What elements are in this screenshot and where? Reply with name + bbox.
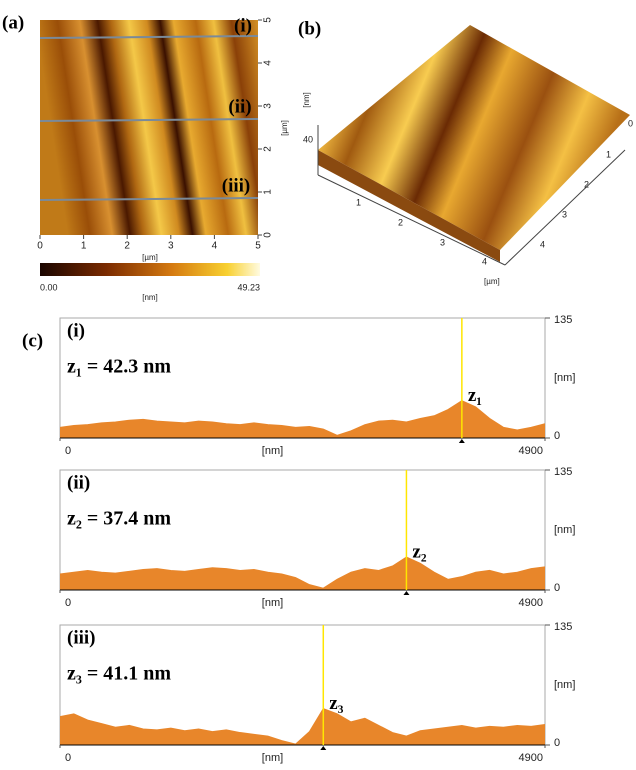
- profile-label: (i): [234, 15, 252, 36]
- y-axis-label: [nm]: [554, 679, 575, 691]
- x-axis-label: [nm]: [262, 752, 283, 764]
- y-tick: 2: [584, 179, 589, 189]
- x-tick: 3: [440, 237, 445, 247]
- x-tick-label: 0: [37, 241, 43, 252]
- x-tick: 4: [482, 256, 487, 266]
- chart-title: (i): [67, 320, 85, 341]
- colorbar: [40, 263, 260, 276]
- x-tick-label: 0: [65, 445, 71, 457]
- y-tick-label: 3: [263, 103, 274, 109]
- x-tick-label: 1: [81, 241, 87, 252]
- colorbar-min: 0.00: [40, 282, 58, 292]
- x-tick-label: 4900: [519, 752, 543, 764]
- colorbar-max: 49.23: [237, 282, 260, 292]
- x-tick: 1: [356, 197, 361, 207]
- y-tick-label: 0: [263, 232, 274, 238]
- y-tick-label: 0: [554, 582, 560, 594]
- y-tick-label: 135: [554, 314, 572, 326]
- chart-title: (iii): [67, 627, 96, 648]
- z-unit: [nm]: [302, 92, 311, 108]
- x-tick-label: 4: [212, 241, 218, 252]
- marker-label: z₃: [329, 693, 343, 714]
- marker-triangle: [403, 591, 409, 595]
- surface-3d: [318, 25, 630, 250]
- x-tick-label: 4900: [519, 445, 543, 457]
- y-tick-label: 4: [263, 60, 274, 66]
- marker-triangle: [459, 439, 465, 443]
- axis-unit: [µm]: [280, 120, 289, 136]
- axis-unit: [µm]: [142, 253, 158, 262]
- y-tick-label: 1: [263, 189, 274, 195]
- x-tick-label: 3: [168, 241, 174, 252]
- y-tick: 4: [540, 239, 545, 249]
- marker-triangle: [320, 746, 326, 750]
- panel-label: (a): [2, 12, 24, 33]
- area-fill: [60, 401, 545, 438]
- profile-label: (iii): [222, 175, 251, 196]
- panel-label: (c): [22, 330, 43, 351]
- marker-label: z₁: [468, 385, 482, 406]
- chart-title: (ii): [67, 472, 90, 493]
- annotation: z₁ = 42.3 nm: [67, 356, 171, 378]
- y-tick: 1: [606, 149, 611, 159]
- axis-unit: [µm]: [484, 277, 500, 286]
- afm-image: [40, 20, 258, 235]
- y-tick-label: 0: [554, 430, 560, 442]
- y-tick-label: 0: [554, 737, 560, 749]
- y-tick-label: 5: [263, 17, 274, 23]
- x-tick-label: 2: [124, 241, 130, 252]
- x-tick: 2: [398, 217, 403, 227]
- y-tick-label: 135: [554, 466, 572, 478]
- y-tick-label: 2: [263, 146, 274, 152]
- panel-label: (b): [298, 18, 321, 39]
- y-axis-label: [nm]: [554, 524, 575, 536]
- annotation: z₃ = 41.1 nm: [67, 663, 171, 685]
- y-tick-label: 135: [554, 621, 572, 633]
- x-tick-label: 4900: [519, 597, 543, 609]
- x-tick-label: 0: [65, 597, 71, 609]
- y-tick: 0: [628, 118, 633, 128]
- y-tick: 3: [562, 209, 567, 219]
- x-axis-label: [nm]: [262, 597, 283, 609]
- z-tick: 40: [303, 134, 313, 144]
- x-axis-label: [nm]: [262, 445, 283, 457]
- figure: (a) (i) (ii) (iii) [µm] [µm] 0.00 49.23 …: [0, 0, 636, 765]
- profile-label: (ii): [228, 96, 251, 117]
- x-tick-label: 5: [255, 241, 261, 252]
- colorbar-unit: [nm]: [142, 293, 158, 302]
- x-tick-label: 0: [65, 752, 71, 764]
- y-axis-label: [nm]: [554, 372, 575, 384]
- annotation: z₂ = 37.4 nm: [67, 508, 171, 530]
- marker-label: z₂: [412, 541, 426, 562]
